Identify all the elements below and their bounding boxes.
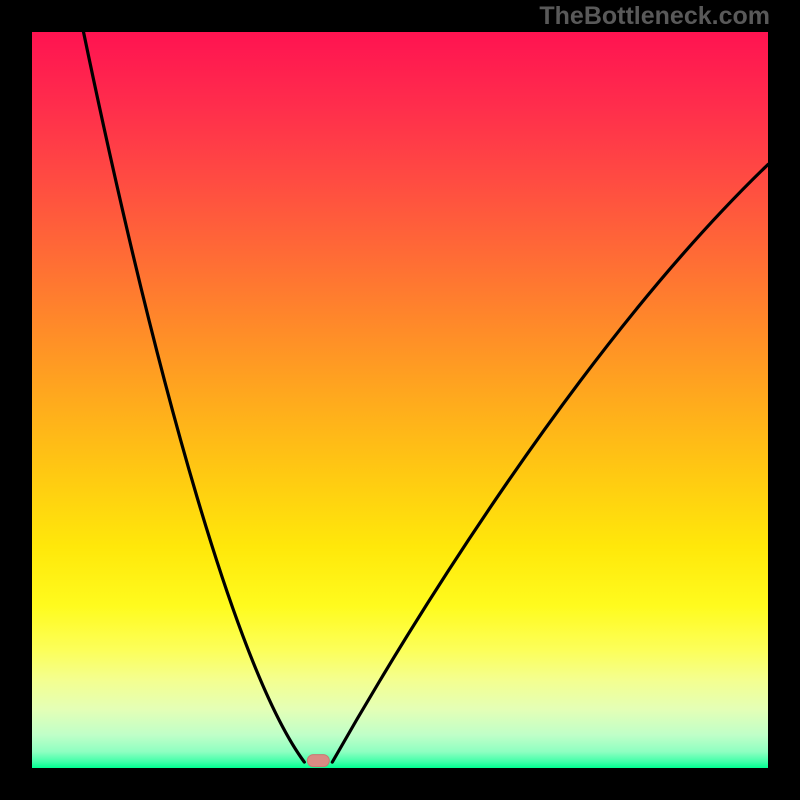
watermark-text: TheBottleneck.com [539, 2, 770, 31]
optimum-marker [307, 755, 329, 767]
bottleneck-curve [32, 32, 768, 768]
plot-area [32, 32, 768, 768]
curve-right-branch [332, 164, 768, 762]
curve-left-branch [84, 32, 305, 762]
